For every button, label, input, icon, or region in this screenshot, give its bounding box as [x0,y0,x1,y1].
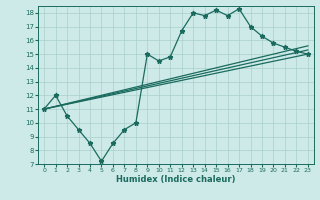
X-axis label: Humidex (Indice chaleur): Humidex (Indice chaleur) [116,175,236,184]
